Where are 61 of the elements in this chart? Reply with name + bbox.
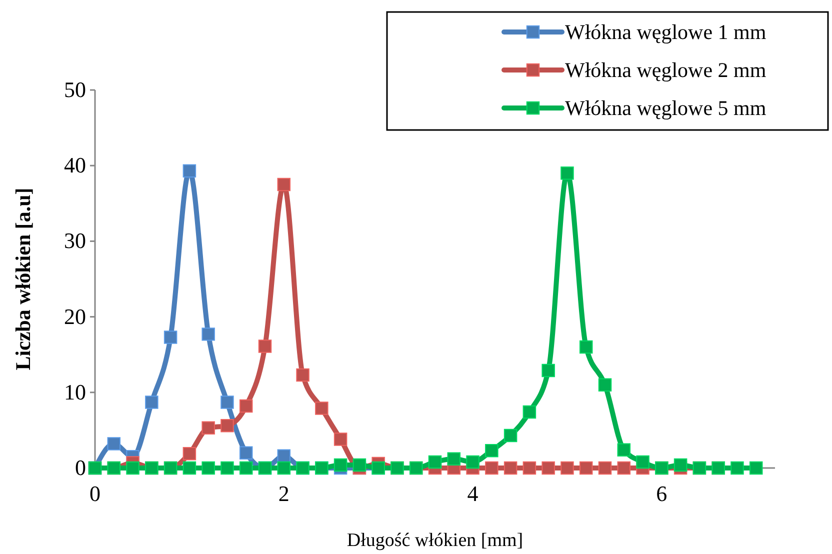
point: [126, 461, 140, 475]
point: [522, 405, 536, 419]
point: [145, 396, 158, 409]
point: [617, 461, 631, 475]
point: [598, 461, 612, 475]
point: [239, 399, 253, 413]
point: [749, 461, 763, 475]
point: [617, 443, 631, 456]
point: [202, 461, 215, 475]
point: [504, 461, 518, 475]
point: [447, 452, 461, 466]
x-tick-label: 4: [467, 481, 478, 506]
point: [466, 455, 480, 469]
point: [485, 461, 498, 475]
point: [220, 396, 234, 409]
point: [334, 458, 348, 472]
x-tick-label: 2: [278, 481, 290, 506]
legend-label: Włókna węglowe 5 mm: [565, 96, 766, 120]
point: [296, 368, 310, 382]
point: [542, 364, 555, 378]
point: [598, 378, 612, 392]
point: [239, 461, 253, 475]
point: [352, 458, 366, 472]
point: [107, 437, 121, 450]
point: [579, 340, 593, 354]
x-tick-label: 6: [656, 481, 668, 506]
point: [315, 402, 328, 415]
point: [182, 164, 196, 178]
point: [277, 178, 291, 192]
y-tick-label: 40: [64, 152, 86, 178]
point: [579, 461, 593, 475]
y-tick-label: 10: [64, 379, 86, 404]
point: [277, 461, 291, 475]
point: [560, 461, 574, 475]
point: [220, 419, 234, 432]
point: [182, 447, 196, 460]
y-axis-title: Liczba włókien [a.u]: [11, 188, 35, 370]
point: [182, 461, 196, 475]
x-axis-title: Długość włókien [mm]: [346, 530, 524, 551]
point: [674, 458, 688, 472]
point: [202, 328, 215, 341]
y-tick-label: 0: [75, 455, 86, 480]
y-tick-label: 20: [64, 304, 86, 329]
point: [220, 461, 234, 475]
point: [485, 444, 498, 458]
point: [258, 340, 272, 353]
point: [560, 166, 574, 180]
point: [334, 432, 348, 446]
point: [164, 330, 178, 344]
y-tick-label: 50: [64, 77, 86, 102]
point: [636, 455, 650, 469]
point: [239, 446, 253, 460]
point: [522, 461, 536, 475]
legend-label: Włókna węglowe 1 mm: [565, 20, 766, 44]
point: [542, 461, 555, 475]
y-tick-label: 30: [64, 228, 86, 254]
point: [428, 455, 442, 469]
point: [504, 428, 518, 442]
point: [202, 421, 215, 435]
point: [730, 461, 744, 475]
legend-label: Włókna węglowe 2 mm: [565, 58, 766, 82]
